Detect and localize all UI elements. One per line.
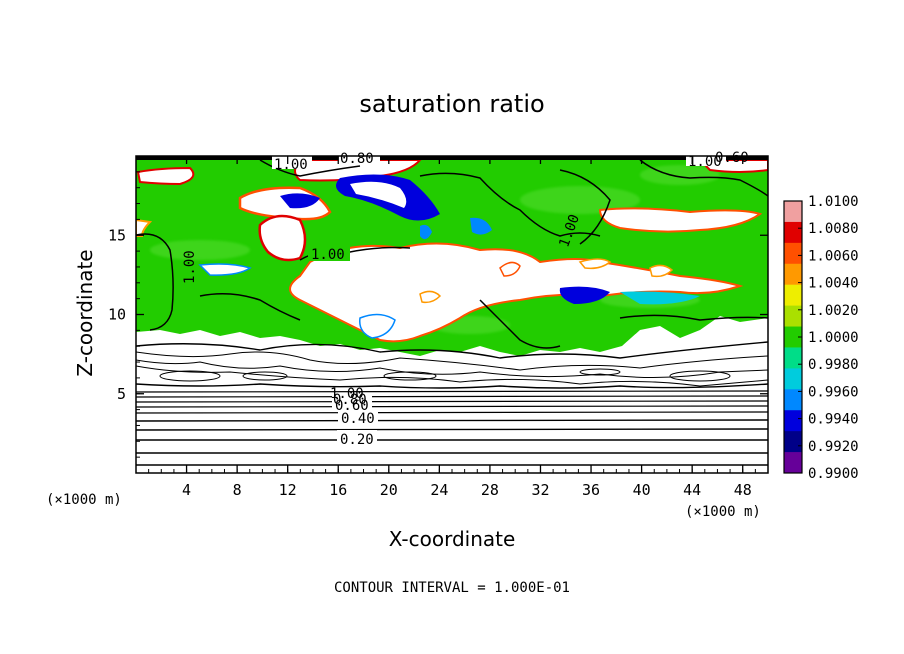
x-tick-label: 8 <box>233 481 242 499</box>
colorbar-label: 0.9980 <box>808 357 859 373</box>
dry-patch <box>470 217 492 235</box>
x-tick-label: 16 <box>329 481 347 499</box>
cloud-patch <box>578 258 612 270</box>
contour-label: 0.40 <box>341 411 375 427</box>
x-tick-label: 44 <box>683 481 701 499</box>
cloud-patch <box>419 290 442 304</box>
colorbar-label: 1.0040 <box>808 276 859 292</box>
cloud-patch <box>136 218 153 237</box>
contour-interval: CONTOUR INTERVAL = 1.000E-01 <box>334 580 570 596</box>
colorbar-swatch <box>784 305 802 328</box>
contour-label: 1.00 <box>274 157 308 173</box>
y-axis-ticks: 5 10 15 <box>108 171 768 458</box>
colorbar-label: 0.9940 <box>808 412 859 428</box>
cloud-patch <box>136 166 195 186</box>
contour-label: 1.00 <box>311 247 345 263</box>
colorbar-swatch <box>784 347 802 369</box>
x-tick-label: 48 <box>734 481 752 499</box>
contour-label: 0.60 <box>715 150 749 166</box>
contour-label: 1.00 <box>330 386 364 402</box>
contour-label: 1.00 <box>182 250 198 284</box>
x-tick-label: 12 <box>279 481 297 499</box>
dry-patch <box>350 181 407 208</box>
y-tick-label: 5 <box>117 385 126 403</box>
colorbar-swatch <box>784 389 802 411</box>
colorbar-label: 1.0020 <box>808 303 859 319</box>
y-axis-label: Z-coordinate <box>73 249 97 376</box>
contour-label: 1.00 <box>688 154 722 170</box>
contour-label: 0.80 <box>340 151 374 167</box>
colorbar-swatch <box>784 263 802 286</box>
colorbar-swatch <box>784 410 802 432</box>
colorbar-swatch <box>784 242 802 265</box>
x-tick-label: 28 <box>481 481 499 499</box>
colorbar-label: 1.0080 <box>808 221 859 237</box>
y-axis-unit: (×1000 m) <box>46 492 122 508</box>
x-tick-label: 32 <box>531 481 549 499</box>
dry-patch <box>420 224 432 240</box>
colorbar-swatch <box>784 221 802 244</box>
contour-label: 0.60 <box>335 398 369 414</box>
colorbar-label: 0.9900 <box>808 466 859 482</box>
y-tick-label: 15 <box>108 226 126 244</box>
colorbar-swatch <box>784 201 802 223</box>
plot-area <box>136 156 768 473</box>
dry-patch <box>559 286 610 304</box>
x-axis-ticks: 4 8 12 16 20 24 28 32 36 40 44 48 <box>148 156 756 499</box>
x-tick-label: 36 <box>582 481 600 499</box>
colorbar-label: 0.9960 <box>808 384 859 400</box>
x-tick-label: 40 <box>633 481 651 499</box>
contour-lines-upper <box>136 159 768 349</box>
cloud-patch <box>359 313 396 339</box>
colorbar-swatch <box>784 431 802 453</box>
contour-label: 0.80 <box>333 392 367 408</box>
contour-label: 0.20 <box>340 432 374 448</box>
dry-patch <box>620 291 700 305</box>
contour-labels: 0.20 0.40 0.60 0.80 1.00 1.00 1.00 1.00 … <box>182 149 749 448</box>
cloud-patch <box>258 214 307 262</box>
colorbar-swatch <box>784 452 802 474</box>
x-tick-label: 20 <box>380 481 398 499</box>
chart-title: saturation ratio <box>359 90 544 118</box>
cloud-patch <box>649 264 674 278</box>
colorbar-swatch <box>784 284 802 307</box>
cloud-patch <box>198 263 252 276</box>
cloud-patch <box>598 207 763 233</box>
contour-lines-lower <box>136 341 768 466</box>
colorbar-swatch <box>784 326 802 348</box>
colorbar-label: 1.0060 <box>808 248 859 264</box>
x-axis-unit: (×1000 m) <box>685 504 761 520</box>
colorbar-label: 0.9920 <box>808 439 859 455</box>
colorbar-label: 1.0100 <box>808 194 859 210</box>
y-tick-label: 10 <box>108 306 126 324</box>
colorbar-swatch <box>784 368 802 390</box>
colorbar-label: 1.0000 <box>808 330 859 346</box>
dry-patch <box>280 193 320 209</box>
x-tick-label: 24 <box>430 481 448 499</box>
cloud-patch <box>499 261 521 277</box>
colorbar: 1.0100 1.0080 1.0060 1.0040 1.0020 1.0000 0.99… <box>783 194 859 482</box>
x-axis-label: X-coordinate <box>389 527 516 551</box>
x-tick-label: 4 <box>182 481 191 499</box>
